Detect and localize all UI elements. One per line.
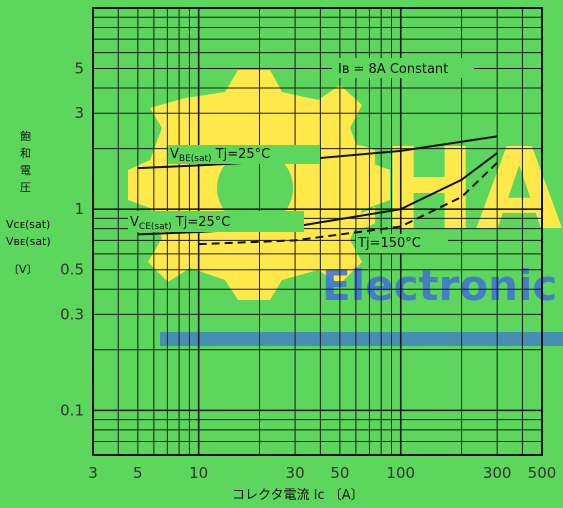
y-tick-labels: 5 3 1 0.5 0.3 0.1 bbox=[60, 60, 84, 420]
curve-label: VCE(sat) Tj=25°C bbox=[130, 215, 230, 232]
y-axis-symbol-vbe: Vʙᴇ(sat) bbox=[6, 235, 51, 248]
y-tick-label: 0.5 bbox=[60, 261, 84, 279]
y-tick-label: 5 bbox=[74, 60, 84, 78]
y-axis-label: 飽 和 電 圧 Vᴄᴇ(sat) Vʙᴇ(sat) 〔V〕 bbox=[6, 129, 51, 276]
x-axis-label: コレクタ電流 Iᴄ 〔A〕 bbox=[232, 488, 364, 503]
x-tick-label: 10 bbox=[189, 464, 208, 482]
gear-logo bbox=[128, 70, 390, 300]
y-axis-char-4: 圧 bbox=[20, 181, 31, 194]
curve-labels: VBE(sat) Tj=25°C VCE(sat) Tj=25°C Tj=150°C bbox=[128, 145, 448, 253]
curve-label: VBE(sat) Tj=25°C bbox=[170, 147, 270, 164]
curve-label-bg bbox=[356, 234, 448, 253]
y-axis-char-1: 飽 bbox=[20, 129, 31, 143]
y-axis-unit: 〔V〕 bbox=[8, 263, 38, 276]
y-tick-label: 3 bbox=[74, 104, 84, 122]
x-tick-label: 100 bbox=[386, 464, 415, 482]
y-axis-char-2: 和 bbox=[20, 147, 31, 160]
curve-label: Tj=150°C bbox=[357, 236, 421, 251]
plot-frame bbox=[92, 7, 543, 456]
annotation-box bbox=[332, 58, 474, 78]
x-tick-label: 500 bbox=[528, 464, 557, 482]
watermark-bar bbox=[160, 332, 563, 346]
y-tick-label: 0.1 bbox=[60, 401, 84, 419]
watermark-subtext: Electronic bbox=[322, 261, 557, 310]
curve-label-bg bbox=[128, 211, 304, 232]
x-tick-label: 30 bbox=[286, 464, 305, 482]
x-tick-label: 3 bbox=[88, 464, 98, 482]
y-tick-label: 1 bbox=[74, 200, 84, 218]
series-line bbox=[198, 162, 498, 246]
curve-label-bg bbox=[168, 145, 320, 164]
x-tick-label: 5 bbox=[133, 464, 143, 482]
x-tick-label: 300 bbox=[483, 464, 512, 482]
annotation-label: Iʙ = 8A Constant bbox=[338, 62, 448, 77]
series-line bbox=[137, 152, 498, 236]
x-tick-labels: 3 5 10 30 50 100 300 500 bbox=[88, 464, 556, 482]
y-axis-char-3: 電 bbox=[20, 164, 31, 177]
x-tick-label: 50 bbox=[330, 464, 349, 482]
y-axis-symbol-vce: Vᴄᴇ(sat) bbox=[6, 218, 50, 231]
y-tick-label: 0.3 bbox=[60, 305, 84, 323]
